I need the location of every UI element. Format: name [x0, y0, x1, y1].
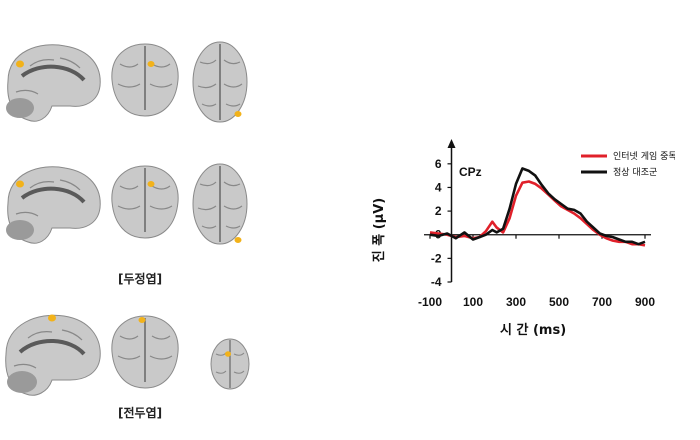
x-tick-label: 900	[635, 295, 655, 309]
series-line-1	[429, 167, 646, 246]
x-tick-label: -100	[418, 295, 442, 309]
brain-coronal-row2	[111, 165, 179, 239]
legend-label-0: 인터넷 게임 중독군	[613, 150, 675, 162]
y-tick-label: 4	[435, 180, 442, 194]
brain-axial-row1	[192, 41, 248, 123]
caption-frontal: [전두엽]	[118, 406, 163, 420]
x-tick-label: 300	[506, 295, 526, 309]
legend-label-1: 정상 대조군	[613, 167, 657, 178]
x-tick-label: 700	[592, 295, 612, 309]
y-tick-label: 6	[435, 157, 442, 171]
channel-label: CPz	[459, 165, 482, 179]
brain-sagittal-row2	[6, 166, 101, 244]
brain-axial-row2	[192, 163, 248, 245]
y-axis-arrow	[447, 139, 456, 148]
caption-parietal: [두정엽]	[118, 272, 163, 286]
x-tick-label: 100	[463, 295, 483, 309]
y-tick-label: -4	[431, 275, 442, 289]
y-tick-label: 2	[435, 204, 442, 218]
y-axis-title: 진 폭 (μV)	[371, 198, 387, 262]
x-axis-title: 시 간 (ms)	[500, 322, 566, 338]
x-tick-label: 500	[549, 295, 569, 309]
brain-sagittal-row3	[5, 314, 101, 396]
brain-coronal-row3	[111, 315, 179, 389]
brain-sagittal-row1	[6, 44, 101, 122]
y-tick-label: -2	[431, 251, 442, 265]
legend: 인터넷 게임 중독군정상 대조군	[581, 150, 675, 178]
brain-axial-row3	[210, 338, 250, 390]
brain-coronal-row1	[111, 43, 179, 117]
